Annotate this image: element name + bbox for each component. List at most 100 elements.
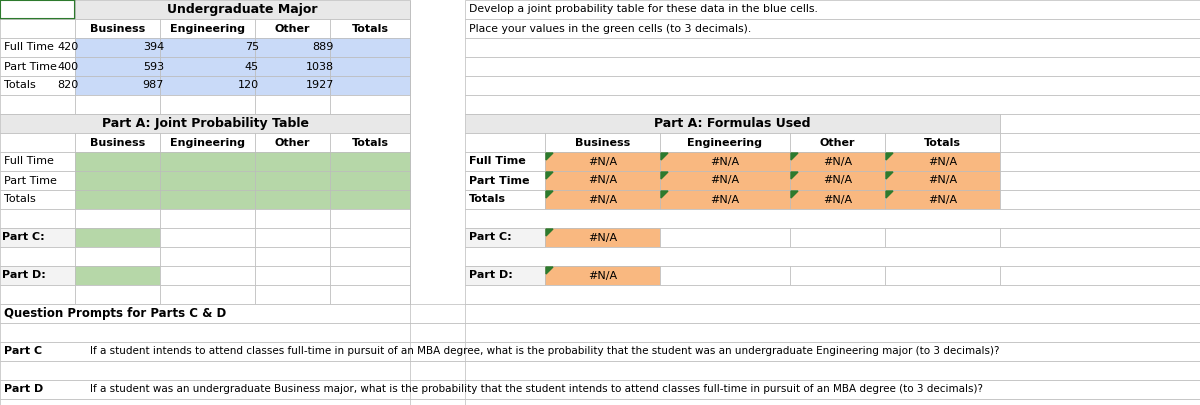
Bar [330,19,410,38]
Bar [1000,152,1200,171]
Bar [256,190,330,209]
Text: Part C:: Part C: [469,232,511,243]
Text: Other: Other [820,138,856,147]
Bar [466,171,545,190]
Bar [886,152,1000,171]
Bar [256,266,330,285]
Polygon shape [546,191,553,198]
Bar [466,57,1200,76]
Bar [790,133,886,152]
Bar [256,171,330,190]
Text: #N/A: #N/A [823,175,852,185]
Bar [74,57,160,76]
Bar [0,133,74,152]
Polygon shape [886,191,893,198]
Bar [74,209,160,228]
Text: Business: Business [90,23,145,34]
Bar [74,190,160,209]
Bar [545,266,660,285]
Bar [74,171,160,190]
Polygon shape [661,191,668,198]
Bar [256,209,330,228]
Bar [1000,114,1200,133]
Text: Part D:: Part D: [469,271,512,281]
Text: #N/A: #N/A [588,271,617,281]
Text: If a student intends to attend classes full-time in pursuit of an MBA degree, wh: If a student intends to attend classes f… [90,347,1000,356]
Text: #N/A: #N/A [710,156,739,166]
Bar [160,228,256,247]
Bar [466,0,1200,19]
Bar [74,95,160,114]
Text: Part Time: Part Time [4,62,56,72]
Bar [256,152,330,171]
Bar [330,57,410,76]
Bar [256,38,330,57]
Text: Business: Business [575,138,630,147]
Text: Question Prompts for Parts C & D: Question Prompts for Parts C & D [4,307,227,320]
Text: 394: 394 [143,43,164,53]
Bar [466,247,1200,266]
Text: Engineering: Engineering [170,23,245,34]
Bar [0,95,74,114]
Text: #N/A: #N/A [928,156,958,166]
Bar [1000,171,1200,190]
Bar [1000,266,1200,285]
Bar [256,57,330,76]
Bar [0,266,74,285]
Text: #N/A: #N/A [588,194,617,205]
Text: 75: 75 [245,43,259,53]
Polygon shape [546,153,553,160]
Bar [74,266,160,285]
Bar [545,133,660,152]
Text: #N/A: #N/A [710,194,739,205]
Text: Other: Other [275,138,311,147]
Bar [0,57,74,76]
Bar [256,19,330,38]
Text: #N/A: #N/A [928,194,958,205]
Bar [0,152,74,171]
Bar [660,152,790,171]
Bar [0,76,74,95]
Text: Part A: Joint Probability Table: Part A: Joint Probability Table [102,117,308,130]
Bar [466,304,1200,323]
Bar [466,152,545,171]
Bar [0,114,410,133]
Text: Full Time: Full Time [4,156,54,166]
Text: Develop a joint probability table for these data in the blue cells.: Develop a joint probability table for th… [469,4,818,15]
Bar [160,152,256,171]
Bar [886,266,1000,285]
Bar [660,171,790,190]
Bar [330,38,410,57]
Bar [160,247,256,266]
Text: Engineering: Engineering [170,138,245,147]
Bar [466,342,1200,361]
Bar [0,380,1200,399]
Bar [160,266,256,285]
Bar [790,152,886,171]
Bar [660,190,790,209]
Bar [256,76,330,95]
Text: Other: Other [275,23,311,34]
Bar [330,228,410,247]
Bar [330,133,410,152]
Bar [256,285,330,304]
Bar [466,380,1200,399]
Bar [0,171,74,190]
Bar [1000,228,1200,247]
Bar [74,38,160,57]
Bar [1000,133,1200,152]
Bar [160,19,256,38]
Text: Full Time: Full Time [4,43,54,53]
Text: #N/A: #N/A [928,175,958,185]
Bar [74,0,410,19]
Bar [0,361,1200,380]
Bar [466,95,1200,114]
Text: 420: 420 [58,43,79,53]
Bar [256,228,330,247]
Text: 987: 987 [143,81,164,90]
Bar [0,285,74,304]
Bar [256,133,330,152]
Bar [330,285,410,304]
Bar [160,38,256,57]
Bar [545,152,660,171]
